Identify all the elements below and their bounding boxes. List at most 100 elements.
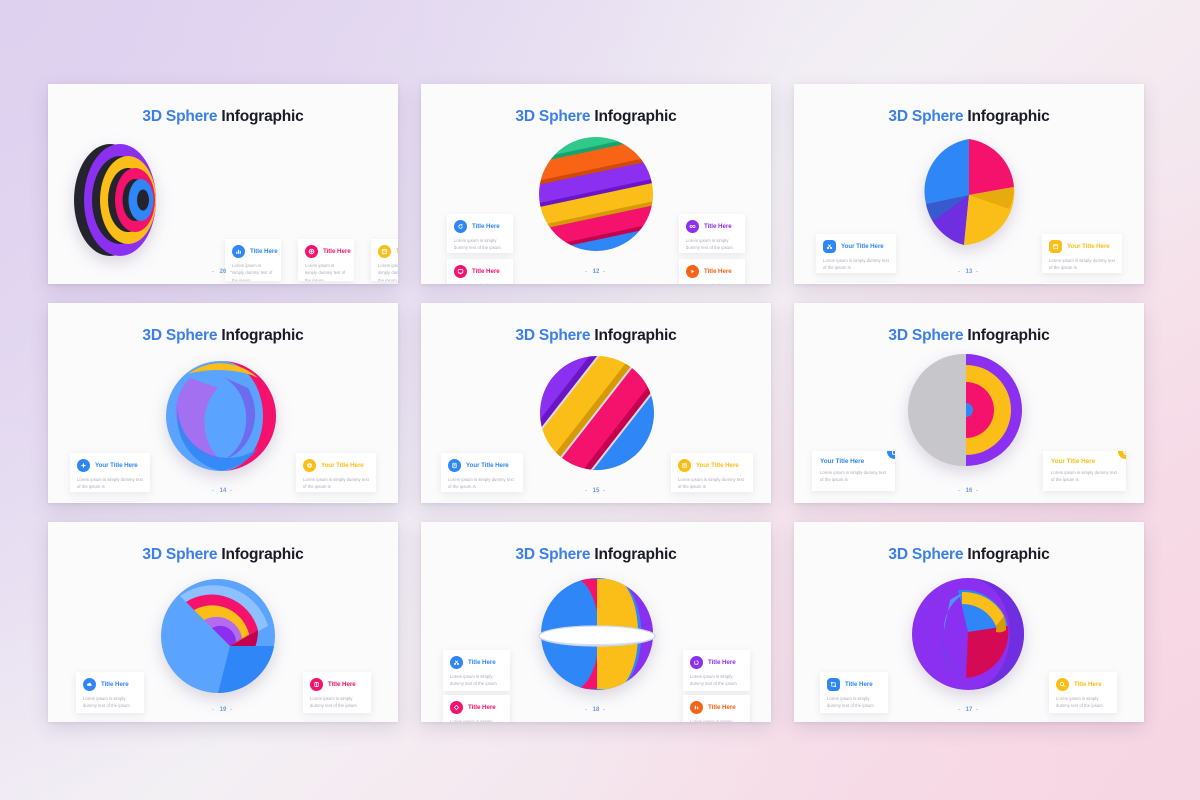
page-marker-left: - <box>584 488 589 494</box>
page-title-accent: 3D Sphere <box>142 108 218 125</box>
info-card[interactable]: Your Title Here Lorem ipsum is simply du… <box>441 502 523 503</box>
info-card[interactable]: Title Here Lorem ipsum is simply dummy t… <box>443 695 510 722</box>
card-header: Your Title Here <box>823 240 889 253</box>
page-title-main: Infographic <box>594 108 677 125</box>
gear-icon <box>303 459 316 472</box>
info-card[interactable]: Your Title Here Lorem ipsum is simply du… <box>816 283 896 284</box>
page-title: 3D Sphere Infographic <box>48 327 398 345</box>
info-card[interactable]: Title Here Lorem ipsum is simply dummy t… <box>447 214 513 253</box>
card-body: Lorem ipsum is simply dummy text of the … <box>1049 258 1115 271</box>
page-title-accent: 3D Sphere <box>888 327 964 344</box>
slide-13[interactable]: 3D Sphere Infographic Your Tit <box>794 84 1144 284</box>
slide-17[interactable]: 3D Sphere Infographic <box>794 522 1144 722</box>
page-number: - 18 - <box>421 707 771 713</box>
card-body: Lorem ipsum is simply dummy text of the … <box>686 282 738 284</box>
chart-icon <box>690 656 703 669</box>
card-header: Your Title Here <box>448 459 516 472</box>
info-card[interactable]: Title Here Lorem ipsum is simply dummy t… <box>371 239 398 281</box>
page-marker-right: - <box>230 488 235 494</box>
info-card[interactable]: Your Title Here Lorem ipsum is simply du… <box>70 453 150 492</box>
page-marker-right: - <box>603 707 608 713</box>
card-title: Title Here <box>1074 681 1102 688</box>
info-card[interactable]: Your Title Here Lorem ipsum is simply du… <box>816 234 896 273</box>
slide-19[interactable]: 3D Sphere Infographic <box>48 522 398 722</box>
card-title: Your Title Here <box>321 462 364 469</box>
page-marker-right: - <box>976 707 981 713</box>
search-icon <box>1056 678 1069 691</box>
scissors-icon <box>823 240 836 253</box>
info-card[interactable]: Title Here Lorem ipsum is simply dummy t… <box>679 259 745 284</box>
card-body: Lorem ipsum is simply dummy text of the … <box>686 238 733 251</box>
card-title: Title Here <box>704 268 732 275</box>
bar-chart-icon <box>232 245 245 258</box>
columns-icon <box>690 701 703 714</box>
page-title-accent: 3D Sphere <box>515 546 591 563</box>
info-card[interactable]: Title Here Lorem ipsum is simply dummy t… <box>303 672 371 713</box>
card-title: Your Title Here <box>466 462 509 469</box>
info-card[interactable]: Title Here Lorem ipsum is simply dummy t… <box>225 239 281 281</box>
card-body: Lorem ipsum is simply dummy text of the … <box>690 719 733 722</box>
card-header: Your Title Here <box>678 459 746 472</box>
page-title-main: Infographic <box>594 327 677 344</box>
info-card[interactable]: Your Title Here Lorem ipsum is simply du… <box>441 453 523 492</box>
artwork-horizontal-stripe-sphere <box>528 126 664 262</box>
card-header: Title Here <box>83 678 137 691</box>
card-title: Title Here <box>323 248 351 255</box>
info-card[interactable]: Your Title Here Lorem ipsum is simply du… <box>671 453 753 492</box>
info-card[interactable]: Your Title Here Lorem ipsum is simply du… <box>296 453 376 492</box>
info-card[interactable]: Title Here Lorem ipsum is simply dummy t… <box>820 672 888 713</box>
page-title-main: Infographic <box>221 327 304 344</box>
page-number-value: 12 <box>592 269 600 275</box>
card-header: Title Here <box>305 245 351 258</box>
info-card[interactable]: Your Title Here Lorem ipsum is simply du… <box>671 502 753 503</box>
page-number-value: 18 <box>592 707 600 713</box>
info-card[interactable]: Title Here Lorem ipsum is simply dummy t… <box>76 672 144 713</box>
info-card[interactable]: Your Title Here Lorem ipsum is simply du… <box>1043 451 1126 491</box>
info-card[interactable]: Your Title Here Lorem ipsum is simply du… <box>1042 234 1122 273</box>
info-card[interactable]: Title Here Lorem ipsum is simply dummy t… <box>1049 672 1117 713</box>
page-title-accent: 3D Sphere <box>888 546 964 563</box>
artwork-diagonal-slice-sphere <box>516 332 678 494</box>
card-title: Title Here <box>250 248 278 255</box>
info-card[interactable]: Your Title Here Lorem ipsum is simply du… <box>812 451 895 491</box>
page-marker-right: - <box>603 269 608 275</box>
page-title-accent: 3D Sphere <box>142 546 218 563</box>
card-body: Lorem ipsum is simply dummy text of the … <box>450 674 497 687</box>
slide-15[interactable]: 3D Sphere Infographic <box>421 303 771 503</box>
card-body: Lorem ipsum is simply dummy text of the … <box>827 696 874 709</box>
page-title: 3D Sphere Infographic <box>48 546 398 564</box>
artwork-interlocking-bands-sphere <box>158 348 288 478</box>
page-marker-left: - <box>211 707 216 713</box>
info-card[interactable]: Title Here Lorem ipsum is simply dummy t… <box>679 214 745 253</box>
artwork-open-shell-sphere <box>904 570 1036 698</box>
page-title-main: Infographic <box>967 546 1050 563</box>
play-icon <box>686 265 699 278</box>
slide-26[interactable]: 3D Sphere Infographic <box>48 84 398 284</box>
slide-12[interactable]: 3D Sphere Infographic <box>421 84 771 284</box>
info-card[interactable]: Your Title Here Lorem ipsum is simply du… <box>1042 283 1122 284</box>
card-body: Lorem ipsum is simply dummy text of the … <box>450 719 493 722</box>
book-icon <box>310 678 323 691</box>
slide-16[interactable]: 3D Sphere Infographic Your Title Here L <box>794 303 1144 503</box>
info-card[interactable]: Title Here Lorem ipsum is simply dummy t… <box>298 239 354 281</box>
briefcase-icon <box>887 451 895 459</box>
card-body: Lorem ipsum is simply dummy text of the … <box>310 696 357 709</box>
page-marker-right: - <box>230 269 235 275</box>
info-card[interactable]: Title Here Lorem ipsum is simply dummy t… <box>683 650 750 691</box>
page-marker-right: - <box>976 488 981 494</box>
info-card[interactable]: Title Here Lorem ipsum is simply dummy t… <box>447 259 513 284</box>
card-header: Title Here <box>310 678 364 691</box>
info-card[interactable]: Title Here Lorem ipsum is simply dummy t… <box>683 695 750 722</box>
card-header: Title Here <box>454 265 506 278</box>
slide-14[interactable]: 3D Sphere Infographic Your Tit <box>48 303 398 503</box>
page-title-main: Infographic <box>594 546 677 563</box>
document-icon <box>678 459 691 472</box>
slide-18[interactable]: 3D Sphere Infographic <box>421 522 771 722</box>
page-title: 3D Sphere Infographic <box>794 108 1144 126</box>
page-number-value: 26 <box>219 269 227 275</box>
info-card[interactable]: Your Title Here Lorem ipsum is simply du… <box>296 502 376 503</box>
info-card[interactable]: Title Here Lorem ipsum is simply dummy t… <box>443 650 510 691</box>
card-title: Your Title Here <box>95 462 138 469</box>
card-title: Title Here <box>101 681 129 688</box>
info-card[interactable]: Your Title Here Lorem ipsum is simply du… <box>70 502 150 503</box>
